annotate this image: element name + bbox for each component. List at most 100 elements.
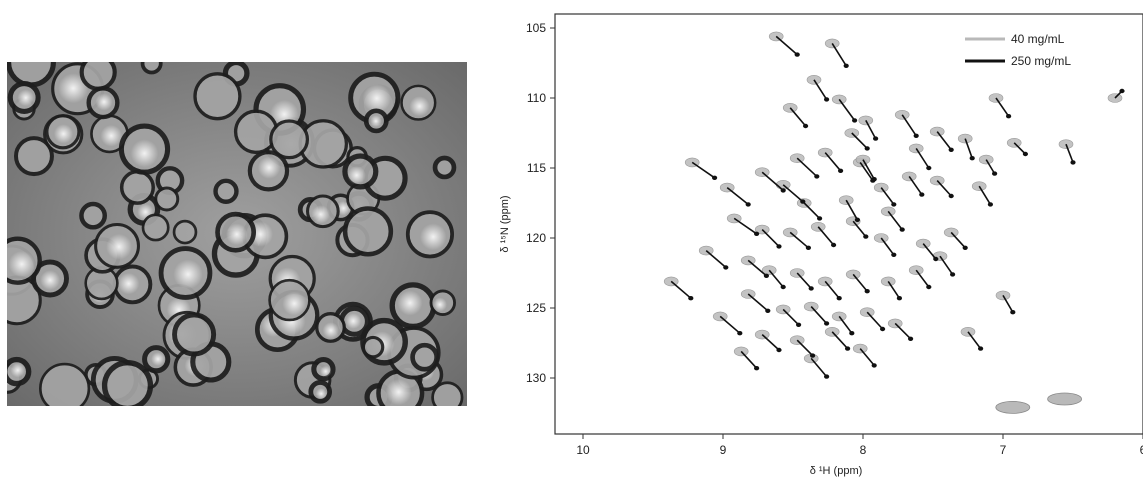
microscopy-image	[7, 62, 467, 406]
droplet	[431, 381, 464, 406]
shift-arrow	[852, 220, 867, 238]
peak-250	[838, 168, 844, 173]
droplet	[432, 155, 457, 180]
shift-arrow	[887, 280, 901, 299]
peak-250	[933, 256, 939, 262]
x-axis: 10 9 8 7 6	[576, 434, 1143, 457]
shift-arrow	[936, 131, 952, 151]
droplet	[79, 201, 107, 230]
legend-label-250: 250 mg/mL	[1011, 54, 1071, 68]
peak-250	[854, 217, 860, 222]
shift-arrow	[796, 157, 818, 177]
y-tick-label: 115	[527, 161, 546, 175]
peak-250	[926, 165, 932, 171]
shift-arrow	[761, 229, 780, 247]
shift-arrow	[865, 120, 877, 139]
x-tick-label: 10	[576, 443, 590, 457]
bright-spot	[419, 223, 447, 251]
shift-arrow	[880, 237, 895, 256]
bright-spot	[409, 96, 430, 117]
peak-250	[863, 234, 869, 239]
y-tick-label: 125	[526, 301, 546, 315]
peak-250	[871, 177, 877, 182]
peak-250	[1119, 88, 1125, 94]
peak-250	[776, 244, 782, 249]
shift-arrow	[747, 293, 769, 312]
peak-250	[1006, 114, 1012, 119]
shift-arrow	[824, 280, 840, 299]
peak-250	[803, 123, 809, 129]
legend-label-40: 40 mg/mL	[1011, 32, 1065, 46]
shift-arrow	[862, 159, 875, 180]
peak-250	[737, 331, 743, 336]
x-tick-label: 6	[1140, 443, 1143, 457]
legend: 40 mg/mL 250 mg/mL	[965, 32, 1071, 68]
bright-spot	[117, 272, 140, 295]
peak-250	[896, 296, 902, 301]
bright-spot	[432, 297, 447, 312]
shift-arrow	[967, 331, 982, 350]
shift-arrow	[995, 97, 1010, 117]
bright-spot	[385, 378, 412, 406]
bright-spot	[347, 166, 366, 185]
shift-arrow	[978, 185, 992, 205]
bright-spot	[397, 290, 423, 316]
shift-arrow	[894, 322, 912, 340]
shift-arrow	[789, 107, 807, 127]
droplet	[141, 213, 170, 242]
peak-250	[845, 346, 851, 351]
shift-arrow	[1065, 143, 1074, 163]
shift-arrow	[733, 217, 758, 235]
droplet	[361, 335, 385, 359]
x-axis-label: δ ¹H (ppm)	[810, 465, 863, 477]
shift-arrow	[691, 161, 716, 179]
shift-arrow	[761, 334, 780, 351]
droplet	[410, 342, 439, 372]
bright-spot	[8, 250, 35, 278]
peak-250	[824, 321, 830, 326]
shift-arrow	[831, 42, 847, 67]
peak-250	[969, 156, 975, 161]
peak-250	[926, 284, 932, 290]
droplet	[7, 62, 56, 88]
peak-250	[880, 326, 886, 332]
bright-spot	[369, 115, 382, 128]
droplet	[154, 186, 180, 212]
peak-250	[962, 245, 968, 250]
shift-arrow	[726, 186, 749, 206]
peak-250	[950, 272, 956, 277]
droplet	[213, 178, 239, 204]
bright-spot	[58, 73, 89, 104]
bright-spot	[151, 352, 165, 366]
droplet	[39, 362, 91, 406]
bright-spot	[362, 84, 391, 113]
bright-spot	[320, 365, 332, 378]
peak-250	[805, 245, 811, 250]
peak-250	[754, 366, 760, 371]
peak-250	[849, 331, 855, 336]
peak-250	[864, 289, 870, 294]
peak-250	[780, 188, 786, 193]
peak-250	[796, 322, 802, 327]
shift-arrow	[719, 315, 741, 334]
shift-arrow	[915, 147, 930, 169]
shift-arrow	[824, 152, 842, 172]
shift-arrow	[915, 269, 930, 288]
peak-250	[948, 193, 954, 199]
peak-250	[723, 265, 729, 270]
shift-arrow	[796, 272, 812, 289]
y-tick-label: 120	[526, 231, 546, 245]
bright-spot	[311, 205, 330, 224]
shift-arrow	[1002, 294, 1014, 313]
plot-frame	[554, 13, 1143, 435]
shift-arrow	[838, 315, 853, 334]
peak-250	[1010, 310, 1016, 315]
bright-spot	[10, 363, 25, 378]
peak-250	[780, 284, 786, 290]
droplet	[13, 136, 54, 177]
droplet	[193, 72, 242, 121]
peak-250	[817, 216, 823, 221]
droplet	[140, 62, 163, 75]
peak-250	[843, 63, 849, 68]
y-tick-label: 130	[526, 371, 546, 385]
